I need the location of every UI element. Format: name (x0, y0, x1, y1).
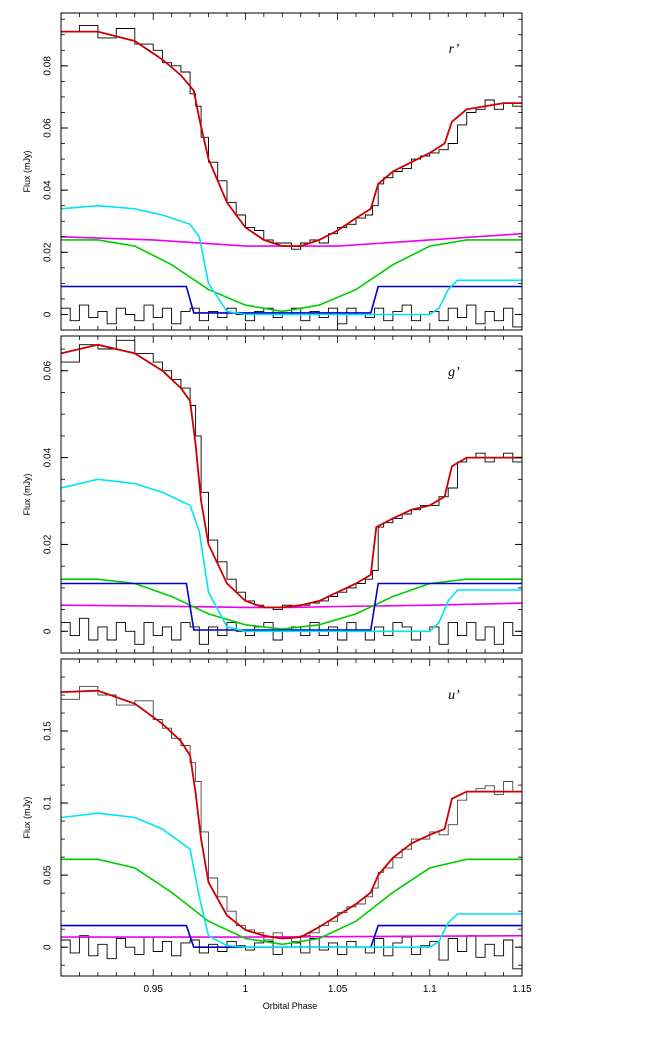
white-dwarf-series (61, 582, 522, 631)
panel-band-label: g’ (448, 365, 460, 380)
plot-frame (60, 12, 523, 331)
plot-frame (60, 335, 523, 654)
plot-area-2 (61, 685, 522, 970)
panel-band-label: u’ (448, 688, 460, 703)
plot-frame (60, 658, 523, 977)
disc-series (61, 239, 522, 313)
x-tick-label: 1.1 (423, 984, 437, 995)
data-series (61, 339, 522, 611)
data-series (61, 685, 522, 942)
panel-0: 0 0.02 0.04 0.06 0.08 Flux (mJy) r’ (22, 12, 523, 331)
model-fit-series (61, 30, 522, 247)
secondary-star-series (61, 934, 522, 938)
x-axis-label: Orbital Phase (263, 1001, 318, 1011)
y-tick-label: 0.1 (43, 796, 54, 810)
panel-2: 0 0.05 0.1 0.15 Flux (mJy) u’ (22, 658, 523, 977)
model-fit-series (61, 343, 522, 609)
model-fit-series (61, 689, 522, 940)
disc-series (61, 858, 522, 946)
x-tick-label: 1 (243, 984, 249, 995)
x-tick-label: 0.95 (143, 984, 163, 995)
plot-area-1 (61, 339, 522, 645)
y-tick-label: 0 (43, 628, 54, 634)
y-tick-label: 0.08 (43, 56, 54, 76)
data-series (61, 24, 522, 250)
y-tick-label: 0.06 (43, 118, 54, 138)
y-tick-label: 0.02 (43, 534, 54, 554)
residuals-series (61, 617, 522, 645)
y-axis-label: Flux (mJy) (22, 474, 32, 516)
bright-spot-series (61, 812, 522, 948)
x-tick-label: 1.15 (512, 984, 532, 995)
panel-band-label: r’ (449, 42, 460, 57)
y-axis-label: Flux (mJy) (22, 797, 32, 839)
y-tick-label: 0.04 (43, 180, 54, 200)
y-tick-label: 0.04 (43, 447, 54, 467)
plot-area-0 (61, 24, 522, 328)
panel-1: 0 0.02 0.04 0.06 Flux (mJy) g’ (22, 335, 523, 654)
x-tick-label: 1.05 (328, 984, 348, 995)
white-dwarf-series (61, 285, 522, 314)
y-tick-label: 0 (43, 944, 54, 950)
residuals-series (61, 304, 522, 328)
bright-spot-series (61, 478, 522, 633)
bright-spot-series (61, 204, 522, 316)
y-tick-label: 0.06 (43, 361, 54, 381)
secondary-star-series (61, 602, 522, 609)
y-tick-label: 0.15 (43, 721, 54, 741)
y-axis-label: Flux (mJy) (22, 151, 32, 193)
y-tick-label: 0 (43, 311, 54, 317)
y-tick-label: 0.05 (43, 865, 54, 885)
y-tick-label: 0.02 (43, 242, 54, 262)
